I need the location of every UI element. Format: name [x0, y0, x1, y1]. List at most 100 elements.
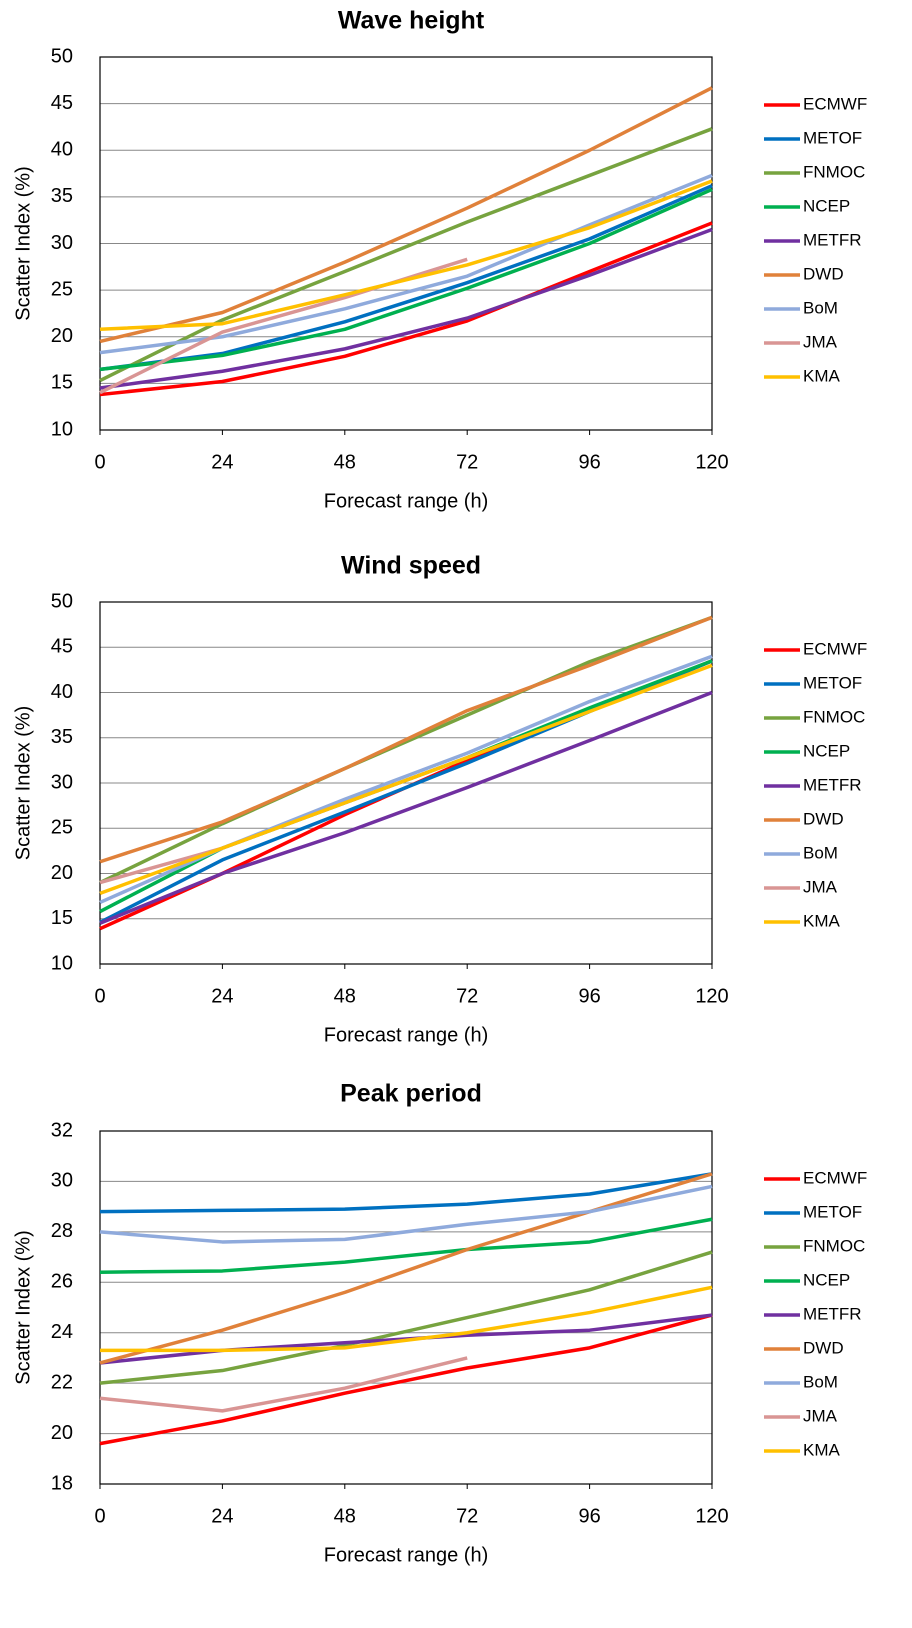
series-line: [100, 1285, 713, 1353]
x-tick-label: 72: [456, 985, 478, 1007]
series-line: [99, 1184, 713, 1244]
legend-label: JMA: [803, 1406, 838, 1425]
legend-label: METFR: [803, 230, 862, 249]
x-tick-label: 0: [94, 985, 105, 1007]
y-tick-label: 20: [51, 1422, 73, 1444]
y-tick-label: 26: [51, 1271, 73, 1293]
legend-label: DWD: [803, 264, 844, 283]
legend-label: FNMOC: [803, 1236, 865, 1255]
legend-label: ECMWF: [803, 1168, 867, 1187]
series-line: [99, 1172, 713, 1214]
series-line: [99, 187, 713, 372]
plot-frame: [99, 1130, 713, 1485]
series-line: [99, 221, 713, 397]
y-tick-label: 15: [51, 907, 73, 929]
y-tick-label: 50: [51, 590, 73, 612]
legend-label: METFR: [803, 775, 862, 794]
x-tick-label: 0: [94, 451, 105, 473]
series-line: [99, 86, 713, 344]
legend-label: DWD: [803, 1338, 844, 1357]
legend-label: METFR: [803, 1304, 862, 1323]
legend-label: BoM: [803, 843, 838, 862]
y-tick-label: 30: [51, 1170, 73, 1192]
legend-label: ECMWF: [803, 639, 867, 658]
plot-frame: [99, 56, 713, 431]
y-tick-label: 32: [51, 1119, 73, 1141]
x-tick-label: 24: [211, 451, 233, 473]
legend-label: KMA: [803, 911, 841, 930]
series-line: [99, 663, 713, 896]
series-line: [99, 615, 713, 864]
y-tick-label: 40: [51, 139, 73, 161]
y-tick-label: 30: [51, 771, 73, 793]
x-tick-label: 24: [211, 985, 233, 1007]
legend-label: NCEP: [803, 196, 850, 215]
y-tick-label: 28: [51, 1220, 73, 1242]
legend-label: METOF: [803, 128, 862, 147]
x-axis-label: Forecast range (h): [324, 1544, 489, 1566]
legend-label: METOF: [803, 673, 862, 692]
y-tick-label: 45: [51, 92, 73, 114]
y-tick-label: 25: [51, 278, 73, 300]
x-tick-label: 24: [211, 1505, 233, 1527]
series-line: [99, 1250, 713, 1385]
series-line: [99, 127, 713, 383]
y-tick-label: 35: [51, 726, 73, 748]
chart-title: Peak period: [340, 1080, 482, 1108]
chart-title: Wave height: [338, 7, 485, 35]
x-axis-label: Forecast range (h): [324, 1024, 489, 1046]
x-axis-label: Forecast range (h): [324, 490, 489, 512]
chart: Peak period 18 20 22 24 26 28 30 32 0 24 48 72 96 120 F…: [12, 1080, 867, 1567]
y-axis-label: Scatter Index (%): [12, 1230, 34, 1385]
x-tick-label: 48: [334, 451, 356, 473]
legend-label: ECMWF: [803, 94, 867, 113]
y-tick-label: 18: [51, 1472, 73, 1494]
y-tick-label: 40: [51, 681, 73, 703]
x-tick-label: 96: [578, 451, 600, 473]
y-tick-label: 10: [51, 418, 73, 440]
y-tick-label: 25: [51, 817, 73, 839]
y-tick-label: 22: [51, 1371, 73, 1393]
x-tick-label: 120: [695, 1505, 728, 1527]
legend-label: JMA: [803, 877, 838, 896]
x-tick-label: 96: [578, 1505, 600, 1527]
y-tick-label: 30: [51, 232, 73, 254]
series-line: [99, 1217, 713, 1274]
legend-label: JMA: [803, 332, 838, 351]
legend-label: BoM: [803, 298, 838, 317]
y-tick-label: 45: [51, 636, 73, 658]
chart: Wave height 10 15 20 25 30 35 40 45 50 0 24 48 72 96 12…: [12, 7, 867, 513]
series-line: [99, 1356, 468, 1413]
y-tick-label: 10: [51, 952, 73, 974]
series-line: [99, 173, 713, 355]
legend-label: DWD: [803, 809, 844, 828]
series-line: [99, 1313, 713, 1446]
y-tick-label: 15: [51, 372, 73, 394]
y-tick-label: 50: [51, 45, 73, 67]
legend-label: NCEP: [803, 741, 850, 760]
y-axis-label: Scatter Index (%): [12, 706, 34, 861]
x-tick-label: 120: [695, 985, 728, 1007]
x-tick-label: 72: [456, 451, 478, 473]
series-line: [99, 615, 713, 885]
legend-label: FNMOC: [803, 162, 865, 181]
series-line: [99, 179, 713, 332]
y-tick-label: 35: [51, 185, 73, 207]
y-tick-label: 20: [51, 325, 73, 347]
x-tick-label: 48: [334, 985, 356, 1007]
series-line: [99, 227, 713, 390]
y-axis-label: Scatter Index (%): [12, 166, 34, 321]
chart-title: Wind speed: [341, 552, 481, 580]
plot-frame: [99, 601, 713, 965]
series-line: [99, 690, 713, 925]
legend-label: NCEP: [803, 1270, 850, 1289]
chart: Wind speed 10 15 20 25 30 35 40 45 50 0 24 48 72 96 120…: [12, 552, 867, 1047]
x-tick-label: 48: [334, 1505, 356, 1527]
series-line: [99, 1172, 713, 1365]
legend-label: BoM: [803, 1372, 838, 1391]
y-tick-label: 20: [51, 862, 73, 884]
legend-label: KMA: [803, 1440, 841, 1459]
legend-label: KMA: [803, 366, 841, 385]
legend-label: METOF: [803, 1202, 862, 1221]
